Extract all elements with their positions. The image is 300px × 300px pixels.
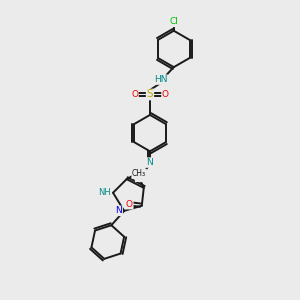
Text: O: O (131, 90, 138, 99)
Text: NH: NH (98, 188, 111, 197)
Text: H: H (136, 172, 142, 182)
Text: HN: HN (154, 75, 167, 84)
Text: O: O (162, 90, 169, 99)
Text: O: O (126, 200, 133, 209)
Text: N: N (116, 206, 122, 215)
Text: Cl: Cl (169, 17, 178, 26)
Text: S: S (147, 89, 153, 100)
Text: N: N (147, 158, 153, 167)
Text: CH₃: CH₃ (132, 169, 146, 178)
